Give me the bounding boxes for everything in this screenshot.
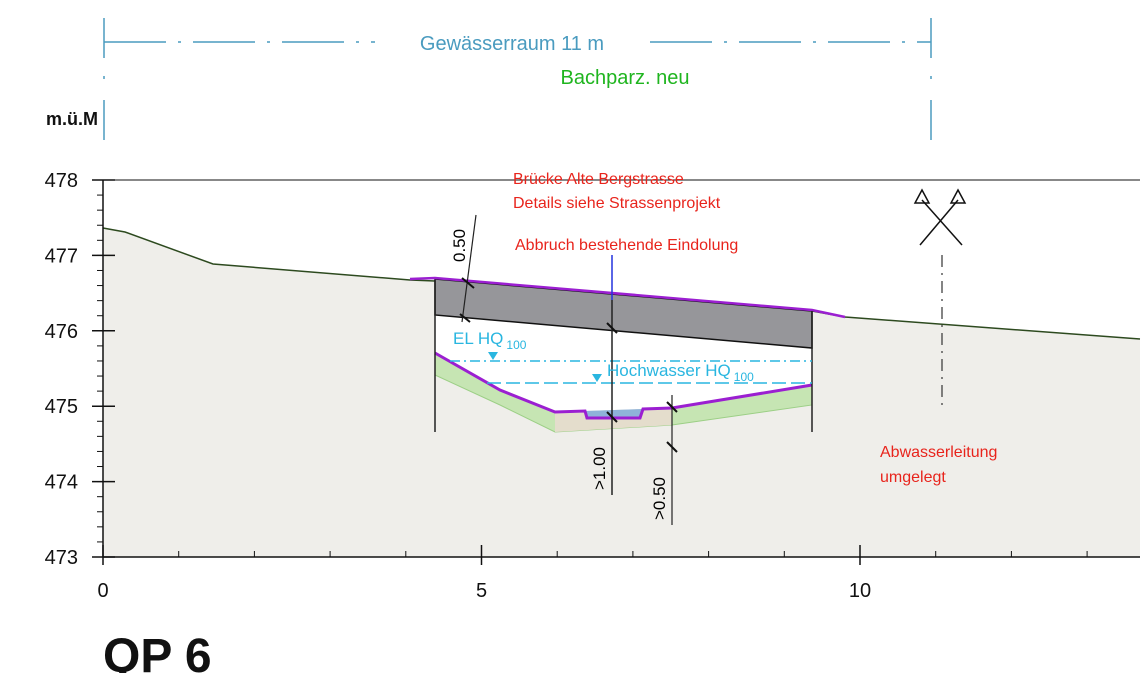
- parcel-label: Bachparz. neu: [561, 67, 690, 89]
- water-level-label: Hochwasser HQ 100: [607, 361, 754, 384]
- dim-ticks: [459, 277, 678, 453]
- dimension-label: Gewässerraum 11 m: [420, 33, 604, 55]
- dim-label: >1.00: [590, 447, 609, 490]
- x-tick-label: 10: [849, 580, 871, 602]
- y-axis-label: m.ü.M: [46, 109, 98, 129]
- level-marker: [488, 352, 498, 360]
- dim-label: 0.50: [450, 229, 469, 262]
- note: umgelegt: [880, 469, 946, 486]
- level-marker: [592, 374, 602, 382]
- water-level-label: EL HQ 100: [453, 329, 527, 352]
- gewaesserraum-dimension: [103, 18, 932, 140]
- note: Brücke Alte Bergstrasse: [513, 171, 684, 188]
- y-tick-label: 478: [45, 170, 78, 192]
- profile-title: QP 6: [103, 630, 212, 673]
- y-tick-label: 473: [45, 547, 78, 569]
- dim-label: >0.50: [650, 477, 669, 520]
- x-tick-label: 0: [97, 580, 108, 602]
- y-tick-label: 477: [45, 245, 78, 267]
- dim-line: [461, 214, 477, 323]
- x-tick-label: 5: [476, 580, 487, 602]
- note: Abwasserleitung: [880, 444, 997, 461]
- road-line: [409, 276, 846, 319]
- tree-symbol: [913, 188, 967, 246]
- channel-line: [434, 351, 813, 420]
- y-tick-label: 476: [45, 321, 78, 343]
- note: Abbruch bestehende Eindolung: [515, 237, 738, 254]
- note: Details siehe Strassenprojekt: [513, 195, 721, 212]
- water: [585, 409, 643, 418]
- y-tick-label: 474: [45, 472, 78, 494]
- y-tick-label: 475: [45, 396, 78, 418]
